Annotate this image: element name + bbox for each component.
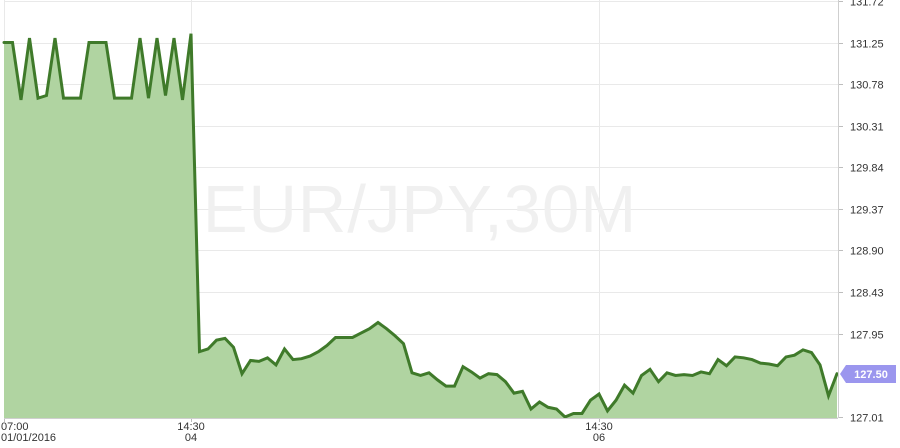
watermark: EUR/JPY,30M [203, 172, 637, 247]
y-tick-label: 129.84 [850, 163, 884, 175]
axis-layer: 131.72 131.25 130.78 130.31 129.84 129.37 128.… [1, 0, 884, 444]
x-tick-label-date: 04 [185, 432, 197, 444]
price-line [2, 33, 839, 419]
current-value-badge-layer: 127.50 [840, 365, 896, 383]
x-tick-label-time: 07:00 [1, 421, 29, 433]
y-tick-label: 130.78 [850, 80, 884, 92]
y-tick-label: 128.90 [850, 246, 884, 258]
y-tick-label: 127.95 [850, 330, 884, 342]
x-tick-label-date: 01/01/2016 [1, 432, 56, 444]
y-tick-label: 129.37 [850, 205, 884, 217]
y-tick-label: 127.01 [850, 413, 884, 425]
y-tick-label: 130.31 [850, 122, 884, 134]
current-value-label: 127.50 [854, 369, 888, 381]
y-tick-label: 131.72 [850, 0, 884, 9]
x-tick-label-time: 14:30 [177, 421, 205, 433]
y-tick-label: 128.43 [850, 288, 884, 300]
plot-layer [2, 33, 839, 419]
x-tick-label-time: 14:30 [585, 421, 613, 433]
y-tick-label: 131.25 [850, 39, 884, 51]
current-value-badge [840, 365, 896, 383]
price-area [4, 33, 837, 419]
x-tick-label-date: 06 [593, 432, 605, 444]
